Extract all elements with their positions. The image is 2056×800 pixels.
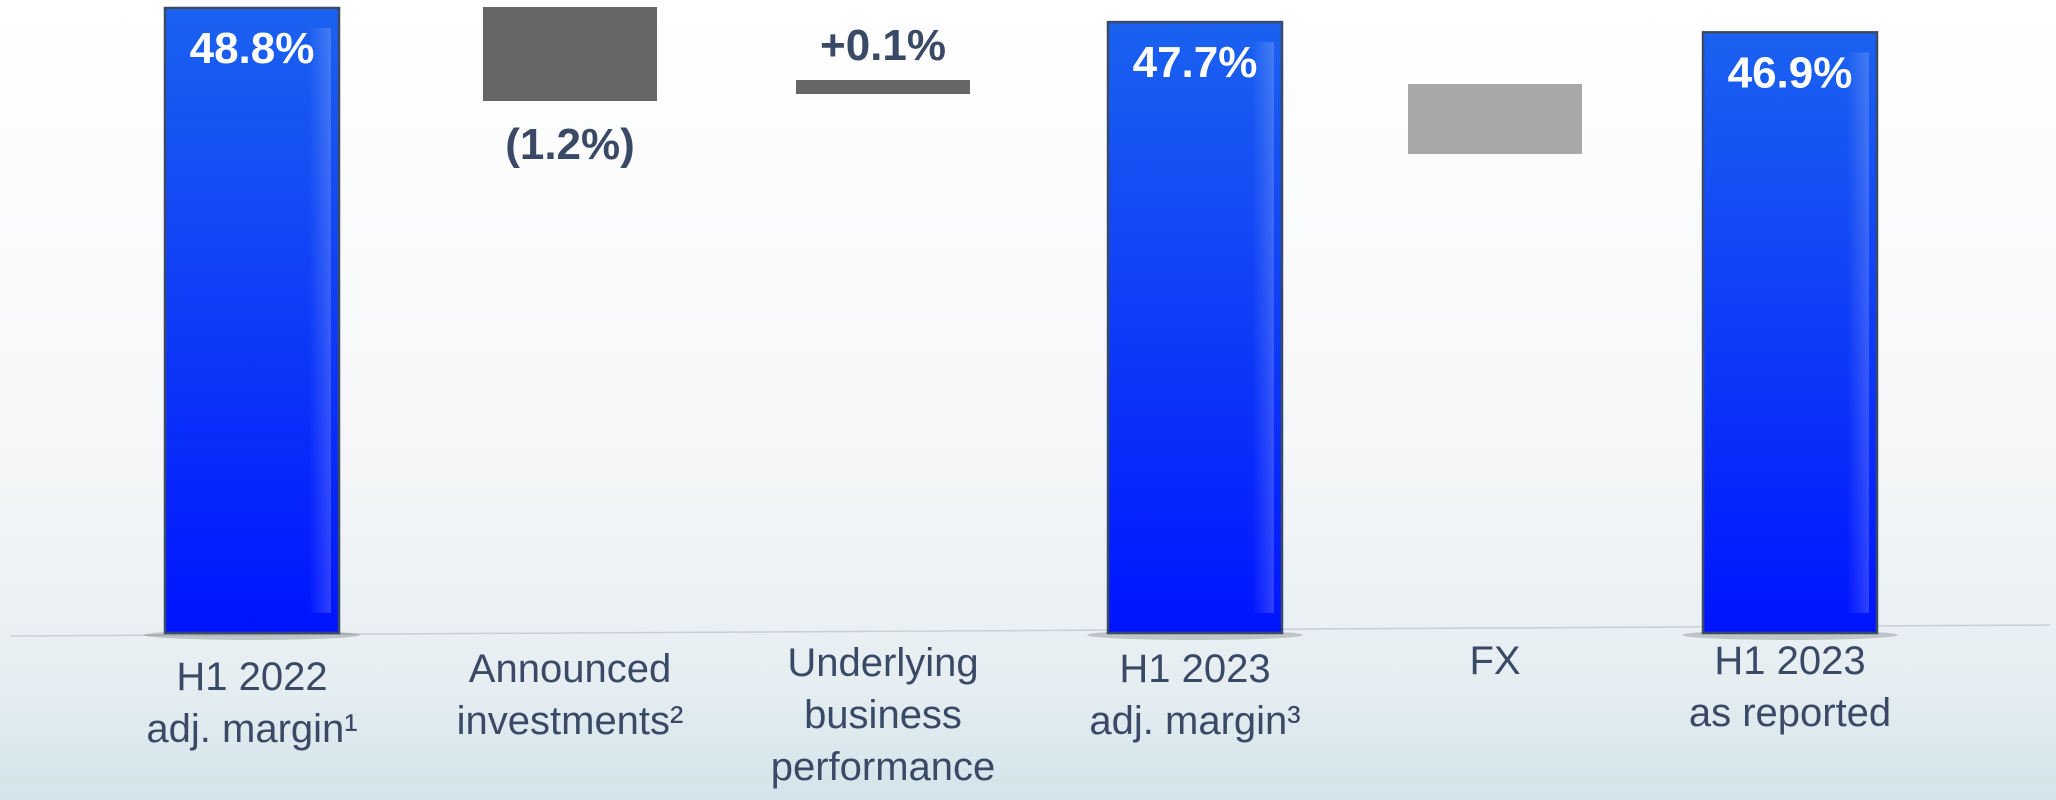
bar-delta-label-2: +0.1% — [820, 21, 946, 70]
category-label-line: business — [804, 693, 962, 737]
bar-value-label-0: 48.8% — [190, 24, 315, 73]
category-label-1: Announced investments² — [457, 647, 684, 743]
bar-value-label-5: 46.9% — [1728, 48, 1853, 97]
bar-delta-label-1: (1.2%) — [505, 120, 635, 169]
category-label-line: as reported — [1689, 691, 1891, 735]
category-label-line: H1 2023 — [1714, 639, 1865, 683]
bar-highlight — [1252, 42, 1274, 613]
category-label-line: Underlying — [787, 641, 978, 685]
bar-value-label-3: 47.7% — [1133, 38, 1258, 87]
category-label-line: Announced — [469, 647, 671, 691]
category-label-2: Underlying business performance — [771, 641, 996, 789]
bar-delta-4 — [1408, 84, 1582, 154]
category-label-line: adj. margin¹ — [146, 707, 357, 751]
category-label-line: H1 2022 — [176, 655, 327, 699]
category-label-5: H1 2023 as reported — [1689, 639, 1891, 735]
bar-delta-1 — [483, 7, 657, 101]
category-label-line: adj. margin³ — [1089, 699, 1300, 743]
bar-delta-2 — [796, 80, 970, 94]
category-label-line: FX — [1469, 639, 1520, 683]
category-label-3: H1 2023 adj. margin³ — [1089, 647, 1300, 743]
category-label-line: performance — [771, 745, 996, 789]
bar-highlight — [309, 28, 331, 613]
category-label-line: H1 2023 — [1119, 647, 1270, 691]
category-label-line: investments² — [457, 699, 684, 743]
category-label-0: H1 2022 adj. margin¹ — [146, 655, 357, 751]
category-label-4: FX — [1469, 639, 1520, 683]
bar-highlight — [1847, 52, 1869, 614]
